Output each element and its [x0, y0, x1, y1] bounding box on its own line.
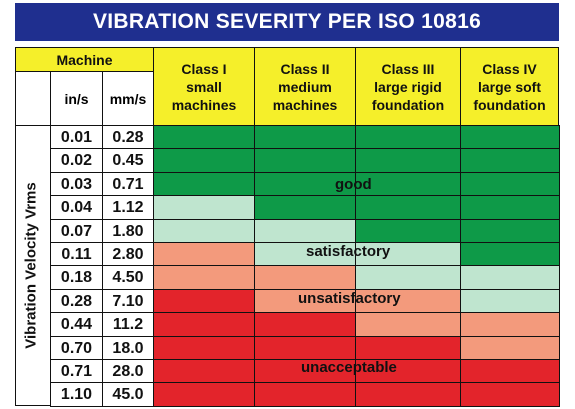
- severity-cell-unacceptable: [254, 335, 356, 360]
- severity-cell-unacceptable: [254, 312, 356, 337]
- severity-cell-unacceptable: [355, 335, 461, 360]
- velocity-ins-cell: 1.10: [50, 382, 103, 407]
- severity-cell-satisfactory: [254, 218, 356, 243]
- severity-cell-satisfactory: [153, 195, 255, 220]
- severity-cell-satisfactory: [153, 218, 255, 243]
- class-2-desc-1: medium: [278, 78, 332, 95]
- severity-cell-satisfactory: [460, 265, 560, 290]
- class-4-header: Class IV large soft foundation: [460, 47, 559, 126]
- class-1-header: Class I small machines: [153, 47, 255, 126]
- velocity-mms-cell: 18.0: [102, 335, 154, 360]
- zone-label-satisfactory: satisfactory: [306, 243, 391, 260]
- velocity-ins-cell: 0.70: [50, 335, 103, 360]
- severity-cell-unsatisfactory: [153, 265, 255, 290]
- severity-cell-unsatisfactory: [254, 265, 356, 290]
- class-3-desc-2: foundation: [371, 96, 445, 113]
- severity-cell-unacceptable: [355, 382, 461, 407]
- severity-cell-good: [460, 171, 560, 197]
- zone-label-good: good: [335, 176, 372, 193]
- severity-cell-unacceptable: [153, 382, 255, 407]
- zone-label-unsatisfactory: unsatisfactory: [298, 290, 401, 307]
- unit-mms-header: mm/s: [102, 71, 154, 126]
- machine-header: Machine: [15, 47, 154, 72]
- severity-cell-unacceptable: [460, 359, 560, 384]
- zone-label-unacceptable: unacceptable: [301, 359, 397, 376]
- class-1-desc-2: machines: [171, 96, 237, 113]
- severity-cell-satisfactory: [460, 288, 560, 314]
- severity-cell-satisfactory: [355, 265, 461, 290]
- velocity-mms-cell: 0.45: [102, 148, 154, 173]
- severity-cell-unsatisfactory: [460, 335, 560, 360]
- severity-cell-unacceptable: [153, 335, 255, 360]
- severity-cell-good: [460, 148, 560, 173]
- velocity-mms-cell: 1.80: [102, 218, 154, 243]
- severity-cell-unsatisfactory: [153, 242, 255, 267]
- axis-label: Vibration Velocity Vrms: [22, 181, 40, 349]
- page-title: VIBRATION SEVERITY PER ISO 10816: [15, 3, 559, 41]
- severity-cell-good: [254, 195, 356, 220]
- severity-cell-unsatisfactory: [355, 312, 461, 337]
- velocity-ins-cell: 0.01: [50, 125, 103, 150]
- severity-cell-good: [254, 125, 356, 150]
- velocity-mms-cell: 11.2: [102, 312, 154, 337]
- severity-cell-good: [460, 218, 560, 243]
- class-3-title: Class III: [381, 60, 435, 77]
- severity-cell-good: [355, 125, 461, 150]
- class-3-header: Class III large rigid foundation: [355, 47, 461, 126]
- severity-cell-unsatisfactory: [460, 312, 560, 337]
- velocity-ins-cell: 0.71: [50, 359, 103, 384]
- severity-cell-good: [355, 195, 461, 220]
- velocity-ins-cell: 0.02: [50, 148, 103, 173]
- class-3-desc-1: large rigid: [374, 78, 442, 95]
- severity-cell-good: [153, 125, 255, 150]
- severity-cell-good: [254, 148, 356, 173]
- class-2-desc-2: machines: [272, 96, 338, 113]
- velocity-ins-cell: 0.03: [50, 171, 103, 197]
- units-header-blank: [15, 71, 51, 126]
- velocity-mms-cell: 45.0: [102, 382, 154, 407]
- velocity-ins-cell: 0.04: [50, 195, 103, 220]
- velocity-ins-cell: 0.18: [50, 265, 103, 290]
- velocity-mms-cell: 4.50: [102, 265, 154, 290]
- severity-cell-good: [153, 148, 255, 173]
- velocity-ins-cell: 0.44: [50, 312, 103, 337]
- velocity-ins-cell: 0.28: [50, 288, 103, 314]
- severity-cell-unsatisfactory: [254, 288, 356, 314]
- unit-ins-header: in/s: [50, 71, 103, 126]
- severity-cell-unacceptable: [153, 312, 255, 337]
- velocity-ins-cell: 0.07: [50, 218, 103, 243]
- velocity-ins-cell: 0.11: [50, 242, 103, 267]
- severity-cell-good: [460, 125, 560, 150]
- velocity-mms-cell: 1.12: [102, 195, 154, 220]
- class-1-title: Class I: [181, 60, 227, 77]
- class-4-desc-2: foundation: [473, 96, 546, 113]
- class-2-title: Class II: [280, 60, 330, 77]
- class-2-header: Class II medium machines: [254, 47, 356, 126]
- severity-cell-unacceptable: [153, 359, 255, 384]
- velocity-mms-cell: 7.10: [102, 288, 154, 314]
- velocity-mms-cell: 0.28: [102, 125, 154, 150]
- severity-cell-good: [460, 242, 560, 267]
- severity-cell-good: [355, 218, 461, 243]
- velocity-mms-cell: 0.71: [102, 171, 154, 197]
- class-1-desc-1: small: [186, 78, 222, 95]
- velocity-mms-cell: 2.80: [102, 242, 154, 267]
- velocity-mms-cell: 28.0: [102, 359, 154, 384]
- severity-cell-good: [153, 171, 255, 197]
- axis-label-column: [15, 125, 51, 406]
- severity-cell-unacceptable: [153, 288, 255, 314]
- severity-cell-good: [355, 148, 461, 173]
- class-4-title: Class IV: [482, 60, 537, 77]
- severity-cell-good: [460, 195, 560, 220]
- severity-cell-unacceptable: [460, 382, 560, 407]
- class-4-desc-1: large soft: [477, 78, 541, 95]
- severity-cell-unacceptable: [254, 382, 356, 407]
